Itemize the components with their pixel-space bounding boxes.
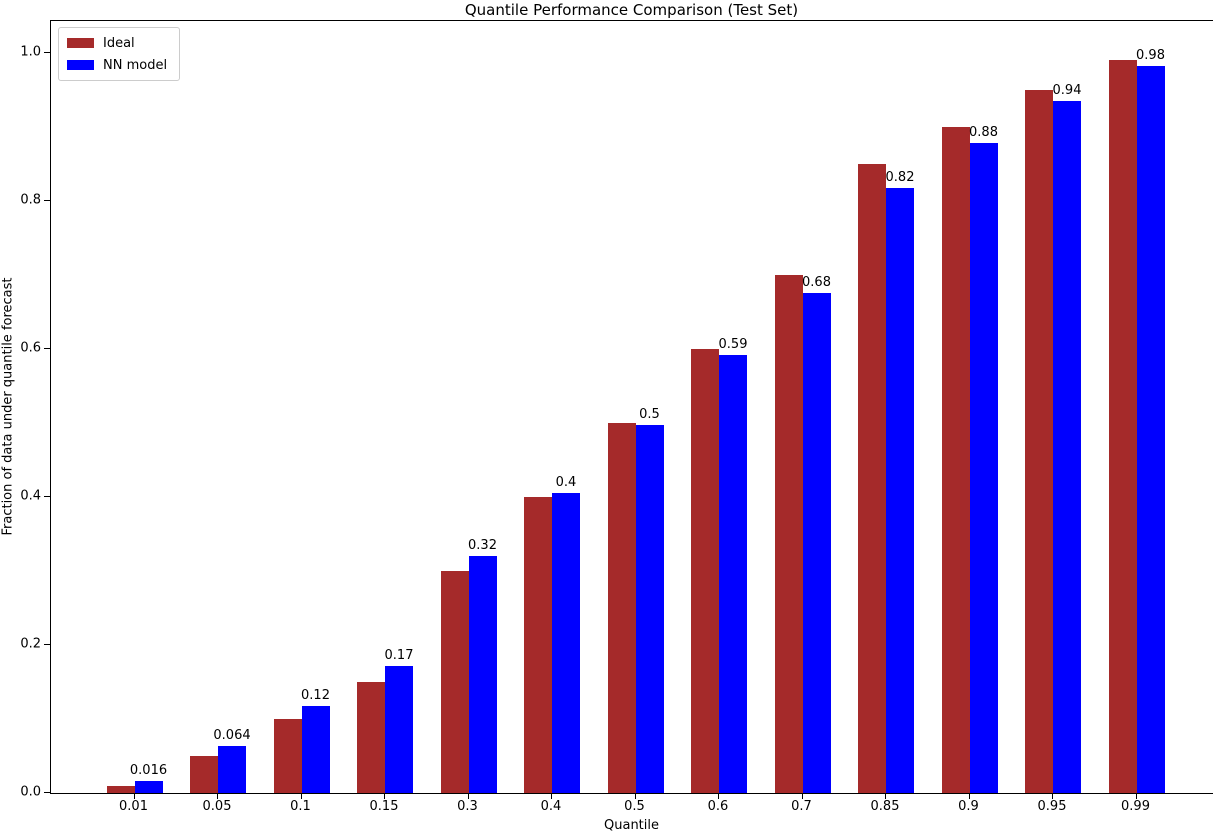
x-tick-label: 0.15 (369, 799, 399, 814)
y-tick-label: 0.8 (20, 192, 41, 208)
bar-nn-model (886, 188, 914, 793)
x-tick-label: 0.3 (457, 799, 478, 814)
bar-value-label: 0.82 (885, 170, 915, 185)
bar-nn-model (719, 355, 747, 793)
x-tick-label: 0.1 (290, 799, 311, 814)
bar-nn-model (1136, 66, 1165, 793)
x-tick-label: 0.99 (1121, 799, 1150, 814)
x-tick-label: 0.4 (540, 799, 562, 814)
bar-nn-model (385, 666, 413, 793)
bar-nn-model (802, 293, 831, 793)
bar-nn-model (1053, 101, 1081, 793)
bar-value-label: 0.12 (301, 688, 330, 703)
legend-label: NN model (103, 57, 168, 73)
bar-ideal (190, 756, 218, 793)
bar-ideal (941, 127, 970, 793)
bar-value-label: 0.68 (802, 275, 831, 290)
bar-nn-model (468, 556, 497, 793)
chart-title: Quantile Performance Comparison (Test Se… (464, 1, 799, 19)
bar-ideal (524, 497, 552, 793)
bar-nn-model (969, 143, 998, 793)
x-tick-label: 0.01 (119, 799, 148, 814)
bar-nn-model (134, 781, 163, 793)
x-tick-label: 0.05 (202, 799, 232, 814)
bar-value-label: 0.064 (213, 728, 251, 743)
x-tick-label: 0.7 (791, 799, 812, 814)
y-tick-label: 1.0 (20, 44, 41, 60)
legend-label: Ideal (103, 35, 135, 51)
bar-ideal (691, 349, 719, 793)
legend-item-ideal: Ideal (67, 34, 167, 52)
bar-value-label: 0.4 (555, 475, 577, 490)
plot-area: 0.016 0.064 0.12 0.17 0.32 0.4 0.5 0.59 0.68 0.82… (50, 20, 1213, 794)
legend-swatch-icon (67, 38, 94, 48)
x-tick-label: 0.5 (624, 799, 645, 814)
bar-ideal (774, 275, 803, 793)
legend: Ideal NN model (58, 27, 181, 81)
x-tick-label: 0.95 (1037, 799, 1067, 814)
bar-value-label: 0.32 (468, 538, 497, 553)
bar-ideal (273, 719, 302, 793)
bar-ideal (607, 423, 636, 793)
y-axis-label: Fraction of data under quantile forecast (0, 277, 16, 536)
bar-value-label: 0.59 (718, 337, 748, 352)
y-tick-label: 0.6 (20, 340, 41, 356)
bar-value-label: 0.94 (1052, 83, 1082, 98)
bar-nn-model (218, 746, 246, 793)
bar-nn-model (635, 425, 664, 793)
bar-value-label: 0.88 (969, 125, 998, 140)
bar-ideal (858, 164, 886, 793)
bar-value-label: 0.016 (129, 763, 168, 778)
y-tick-label: 0.2 (20, 636, 41, 652)
x-tick-label: 0.6 (707, 799, 729, 814)
y-tick-label: 0.4 (20, 488, 41, 504)
bar-nn-model (301, 706, 330, 793)
bar-value-label: 0.17 (384, 648, 414, 663)
x-tick-label: 0.85 (870, 799, 900, 814)
bar-ideal (1108, 60, 1137, 793)
bar-ideal (106, 786, 135, 793)
bar-ideal (440, 571, 469, 793)
bar-ideal (1025, 90, 1053, 793)
legend-item-nn-model: NN model (67, 56, 167, 74)
bar-value-label: 0.5 (639, 407, 660, 422)
x-axis-label: Quantile (604, 818, 659, 833)
x-tick-label: 0.9 (958, 799, 979, 814)
y-tick-label: 0.0 (20, 784, 41, 800)
bar-value-label: 0.98 (1136, 48, 1165, 63)
legend-swatch-icon (67, 60, 94, 70)
bar-nn-model (552, 493, 580, 793)
bar-ideal (357, 682, 385, 793)
